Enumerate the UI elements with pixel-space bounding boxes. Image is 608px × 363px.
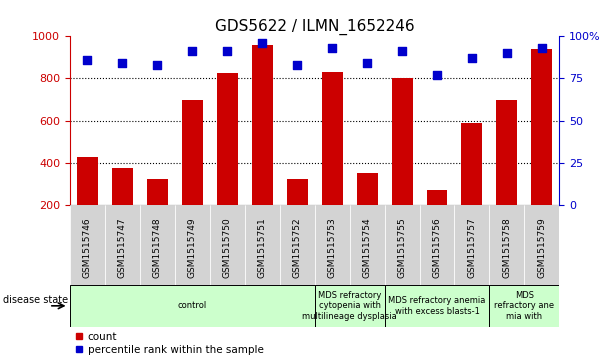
Bar xyxy=(140,205,174,285)
Bar xyxy=(461,123,482,247)
Bar xyxy=(384,205,420,285)
Text: GSM1515751: GSM1515751 xyxy=(258,217,267,278)
Text: GSM1515757: GSM1515757 xyxy=(468,217,477,278)
Point xyxy=(467,55,477,61)
Bar xyxy=(112,168,133,247)
Text: GSM1515753: GSM1515753 xyxy=(328,217,337,278)
Point xyxy=(153,62,162,68)
Bar xyxy=(356,174,378,247)
Text: GSM1515755: GSM1515755 xyxy=(398,217,407,278)
Bar xyxy=(70,205,105,285)
Point xyxy=(83,57,92,63)
Bar xyxy=(70,285,314,327)
Bar xyxy=(496,99,517,247)
Point xyxy=(292,62,302,68)
Bar xyxy=(426,190,447,247)
Bar xyxy=(244,205,280,285)
Bar xyxy=(105,205,140,285)
Bar xyxy=(384,285,489,327)
Bar xyxy=(524,205,559,285)
Bar xyxy=(182,99,202,247)
Point xyxy=(502,50,512,56)
Bar xyxy=(174,205,210,285)
Bar xyxy=(392,78,412,247)
Bar xyxy=(489,285,559,327)
Bar xyxy=(350,205,384,285)
Bar xyxy=(147,179,168,247)
Point xyxy=(362,60,372,66)
Text: GSM1515758: GSM1515758 xyxy=(502,217,511,278)
Text: GSM1515746: GSM1515746 xyxy=(83,217,92,278)
Point xyxy=(257,40,267,46)
Text: GSM1515759: GSM1515759 xyxy=(537,217,547,278)
Bar xyxy=(420,205,454,285)
Point xyxy=(327,45,337,51)
Text: GSM1515749: GSM1515749 xyxy=(188,217,197,278)
Bar xyxy=(280,205,314,285)
Point xyxy=(223,49,232,54)
Bar xyxy=(252,45,272,247)
Bar xyxy=(77,156,98,247)
Bar xyxy=(286,179,308,247)
Text: GSM1515756: GSM1515756 xyxy=(432,217,441,278)
Legend: count, percentile rank within the sample: count, percentile rank within the sample xyxy=(75,332,263,355)
Text: GSM1515748: GSM1515748 xyxy=(153,217,162,278)
Text: GSM1515750: GSM1515750 xyxy=(223,217,232,278)
Text: GSM1515747: GSM1515747 xyxy=(118,217,127,278)
Point xyxy=(187,49,197,54)
Bar xyxy=(531,49,552,247)
Point xyxy=(537,45,547,51)
Text: disease state: disease state xyxy=(4,294,69,305)
Bar xyxy=(314,205,350,285)
Point xyxy=(397,49,407,54)
Text: GSM1515754: GSM1515754 xyxy=(362,217,371,278)
Bar xyxy=(322,72,342,247)
Bar xyxy=(454,205,489,285)
Text: control: control xyxy=(178,301,207,310)
Point xyxy=(432,72,442,78)
Text: GSM1515752: GSM1515752 xyxy=(292,217,302,278)
Bar xyxy=(314,285,384,327)
Bar xyxy=(489,205,524,285)
Point xyxy=(117,60,127,66)
Text: MDS refractory anemia
with excess blasts-1: MDS refractory anemia with excess blasts… xyxy=(389,296,486,315)
Bar xyxy=(216,73,238,247)
Text: MDS
refractory ane
mia with: MDS refractory ane mia with xyxy=(494,291,554,321)
Title: GDS5622 / ILMN_1652246: GDS5622 / ILMN_1652246 xyxy=(215,19,415,35)
Text: MDS refractory
cytopenia with
multilineage dysplasia: MDS refractory cytopenia with multilinea… xyxy=(302,291,397,321)
Bar xyxy=(210,205,244,285)
